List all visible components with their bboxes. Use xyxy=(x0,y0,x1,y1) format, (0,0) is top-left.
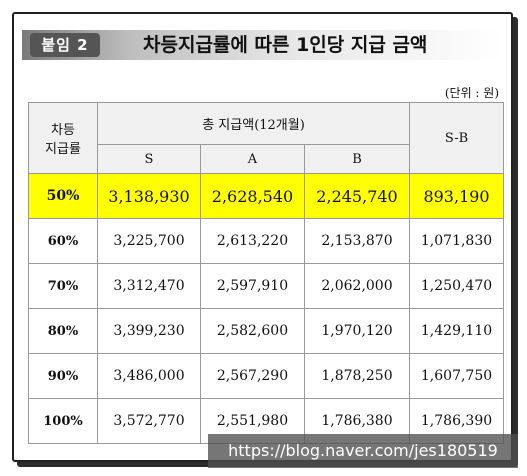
blog-watermark: https://blog.naver.com/jes180519 xyxy=(208,434,518,468)
s-cell: 3,572,770 xyxy=(97,398,201,444)
diff-cell: 1,071,830 xyxy=(409,218,505,264)
corner-line-1: 차등 xyxy=(51,123,75,138)
s-cell: 3,225,700 xyxy=(97,218,201,264)
col-header-b: B xyxy=(303,144,411,174)
a-cell: 2,613,220 xyxy=(200,218,305,264)
diff-cell: 893,190 xyxy=(409,173,505,219)
rate-cell: 70% xyxy=(28,263,98,309)
col-header-s: S xyxy=(97,144,201,174)
a-cell: 2,567,290 xyxy=(200,353,305,399)
table-row: 70% 3,312,470 2,597,910 2,062,000 1,250,… xyxy=(28,263,505,309)
b-cell: 2,153,870 xyxy=(303,218,411,264)
s-cell: 3,312,470 xyxy=(97,263,201,309)
table-row: 90% 3,486,000 2,567,290 1,878,250 1,607,… xyxy=(28,353,505,399)
a-cell: 2,628,540 xyxy=(200,173,305,219)
rate-cell: 80% xyxy=(28,308,98,354)
rate-cell: 90% xyxy=(28,353,98,399)
diff-cell: 1,250,470 xyxy=(409,263,505,309)
diff-cell: 1,607,750 xyxy=(409,353,505,399)
document-title: 차등지급률에 따른 1인당 지급 금액 xyxy=(143,34,428,56)
col-header-a: A xyxy=(200,144,305,174)
table-row: 100% 3,572,770 2,551,980 1,786,380 1,786… xyxy=(28,398,505,444)
diff-cell: 1,429,110 xyxy=(409,308,505,354)
b-cell: 2,245,740 xyxy=(303,173,411,219)
table-row: 80% 3,399,230 2,582,600 1,970,120 1,429,… xyxy=(28,308,505,354)
b-cell: 1,878,250 xyxy=(303,353,411,399)
title-bar xyxy=(22,30,502,60)
s-cell: 3,399,230 xyxy=(97,308,201,354)
rate-cell: 100% xyxy=(28,398,98,444)
s-cell: 3,138,930 xyxy=(97,173,201,219)
payment-table: 차등 지급률 총 지급액(12개월) S-B S A B 50% 3,138,9… xyxy=(28,102,505,444)
table-row: 50% 3,138,930 2,628,540 2,245,740 893,19… xyxy=(28,173,505,219)
rate-cell: 50% xyxy=(28,173,98,219)
a-cell: 2,582,600 xyxy=(200,308,305,354)
corner-header: 차등 지급률 xyxy=(28,102,98,174)
b-cell: 2,062,000 xyxy=(303,263,411,309)
rate-cell: 60% xyxy=(28,218,98,264)
a-cell: 2,597,910 xyxy=(200,263,305,309)
diff-header: S-B xyxy=(409,102,505,174)
unit-note: (단위 : 원) xyxy=(444,86,499,100)
corner-line-2: 지급률 xyxy=(45,142,81,157)
group-header: 총 지급액(12개월) xyxy=(96,102,411,145)
s-cell: 3,486,000 xyxy=(97,353,201,399)
attachment-badge: 붙임 2 xyxy=(30,33,100,57)
table-row: 60% 3,225,700 2,613,220 2,153,870 1,071,… xyxy=(28,218,505,264)
b-cell: 1,970,120 xyxy=(303,308,411,354)
